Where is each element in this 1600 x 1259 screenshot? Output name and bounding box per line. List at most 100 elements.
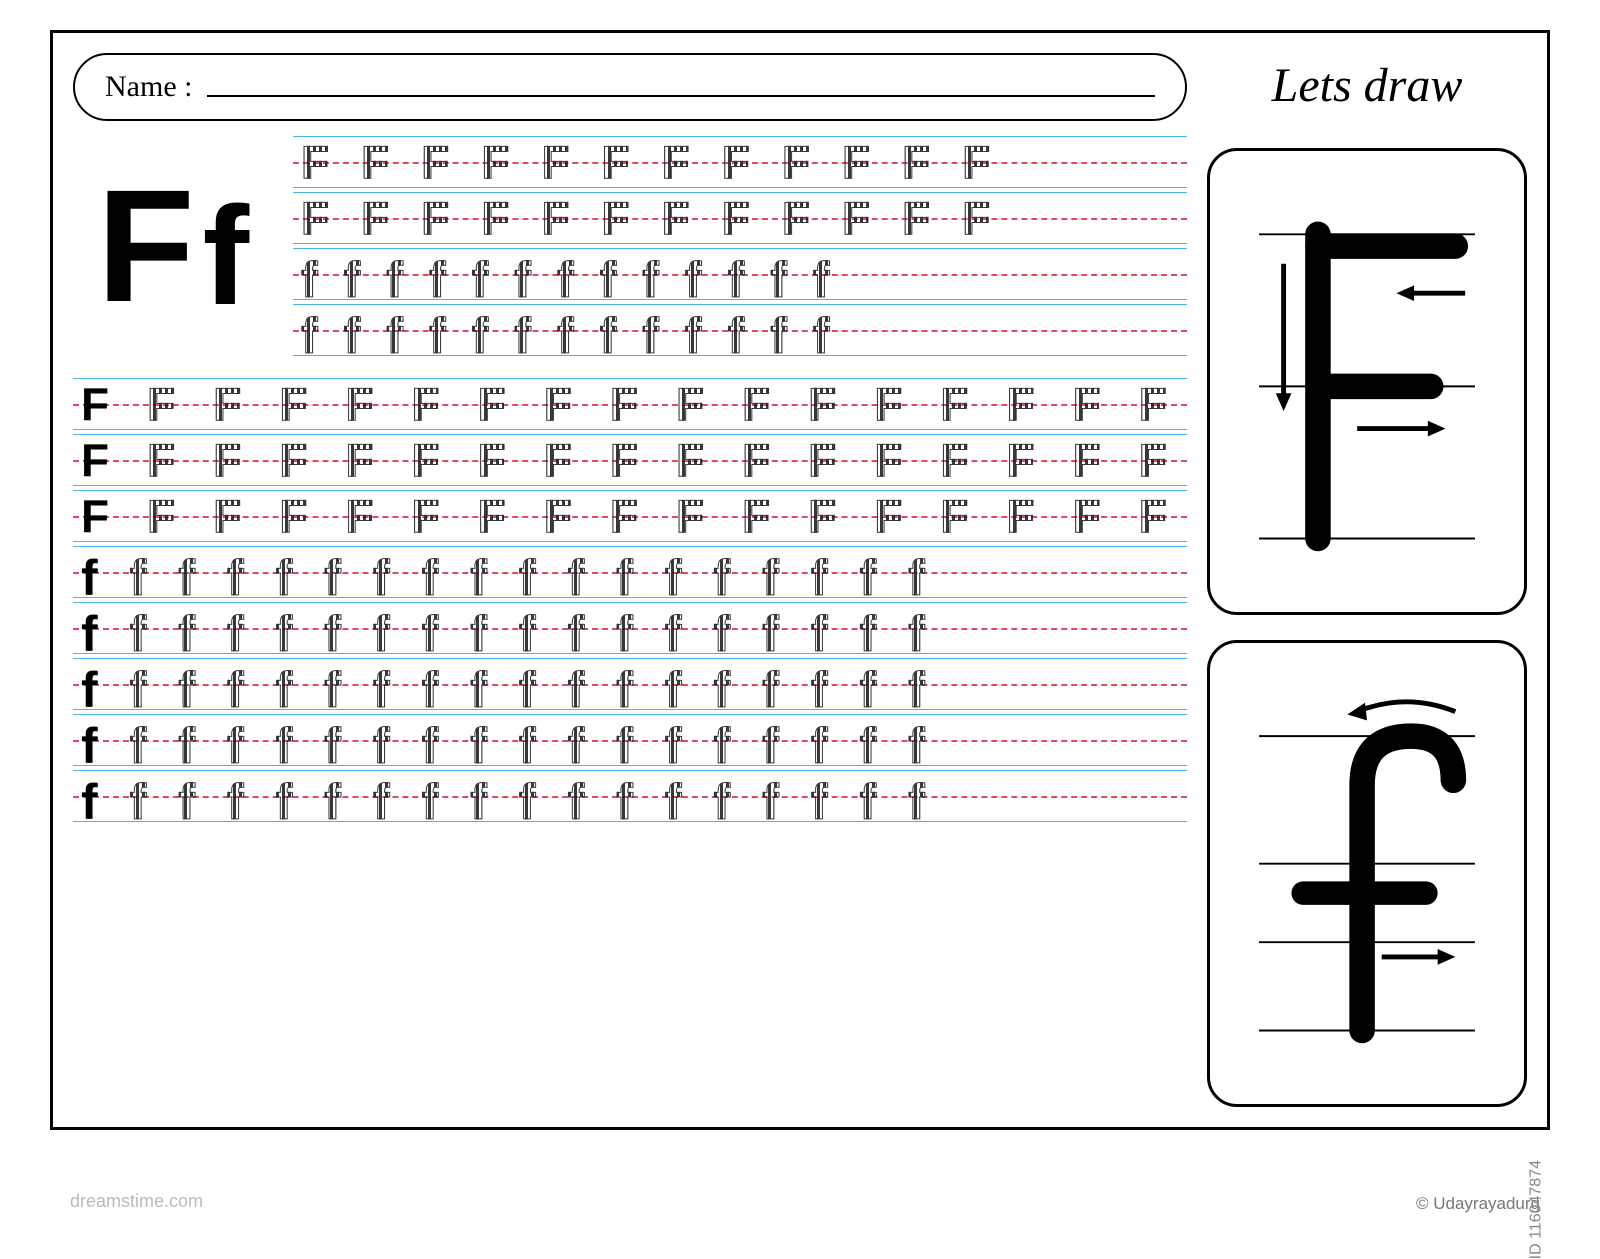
- writing-row[interactable]: ffffffffffffffffff: [73, 770, 1187, 822]
- trace-letter-upper: F: [544, 490, 572, 542]
- trace-letter-lower: f: [81, 776, 98, 822]
- writing-row[interactable]: FFFFFFFFFFFFFFFFF: [73, 378, 1187, 430]
- trace-letter-lower: f: [860, 552, 877, 598]
- writing-row[interactable]: FFFFFFFFFFFFFFFFF: [73, 490, 1187, 542]
- top-practice-lines: FFFFFFFFFFFFFFFFFFFFFFFFffffffffffffffff…: [293, 136, 1187, 360]
- writing-row[interactable]: FFFFFFFFFFFF: [293, 136, 1187, 188]
- trace-letter-lower: f: [568, 720, 585, 766]
- trace-letter-upper: F: [940, 490, 968, 542]
- trace-letter-lower: f: [714, 608, 731, 654]
- trace-letter-upper: F: [213, 378, 241, 430]
- trace-letter-upper: F: [81, 490, 109, 542]
- trace-letter-lower: f: [130, 552, 147, 598]
- trace-letter-lower: f: [519, 720, 536, 766]
- trace-letter-lower: f: [860, 776, 877, 822]
- trace-letter-lower: f: [762, 720, 779, 766]
- trace-letter-lower: f: [301, 310, 318, 356]
- writing-row[interactable]: FFFFFFFFFFFFFFFFF: [73, 434, 1187, 486]
- trace-letter-lower: f: [470, 720, 487, 766]
- trace-letter-upper: F: [1007, 490, 1035, 542]
- trace-letter-lower: f: [811, 608, 828, 654]
- trace-letter-upper: F: [279, 490, 307, 542]
- trace-letter-upper: F: [421, 136, 449, 188]
- trace-letter-lower: f: [813, 310, 830, 356]
- trace-letter-lower: f: [519, 776, 536, 822]
- trace-letter-upper: F: [676, 434, 704, 486]
- name-input-line[interactable]: [207, 95, 1155, 97]
- trace-letter-lower: f: [324, 552, 341, 598]
- trace-letter-lower: f: [470, 776, 487, 822]
- trace-letter-lower: f: [178, 776, 195, 822]
- trace-letter-lower: f: [665, 552, 682, 598]
- writing-row[interactable]: ffffffffffffffffff: [73, 546, 1187, 598]
- trace-letter-lower: f: [472, 310, 489, 356]
- trace-letter-upper: F: [610, 378, 638, 430]
- bottom-practice-lines: FFFFFFFFFFFFFFFFFFFFFFFFFFFFFFFFFFFFFFFF…: [73, 378, 1187, 1107]
- trace-letter-lower: f: [514, 310, 531, 356]
- trace-letter-upper: F: [662, 136, 690, 188]
- trace-letter-lower: f: [908, 608, 925, 654]
- trace-letter-lower: f: [665, 776, 682, 822]
- writing-row[interactable]: ffffffffffffffffff: [73, 602, 1187, 654]
- trace-letter-lower: f: [178, 720, 195, 766]
- trace-letter-lower: f: [908, 720, 925, 766]
- trace-letter-upper: F: [940, 378, 968, 430]
- writing-row[interactable]: ffffffffffffffffff: [73, 658, 1187, 710]
- trace-letter-lower: f: [557, 254, 574, 300]
- trace-letter-lower: f: [429, 310, 446, 356]
- trace-letter-lower: f: [665, 608, 682, 654]
- trace-letter-lower: f: [908, 664, 925, 710]
- trace-letter-upper: F: [1007, 378, 1035, 430]
- trace-letter-lower: f: [373, 776, 390, 822]
- writing-row[interactable]: fffffffffffff: [293, 304, 1187, 356]
- trace-letter-lower: f: [422, 664, 439, 710]
- guide-upper-box: [1207, 148, 1527, 615]
- trace-letter-lower: f: [762, 552, 779, 598]
- trace-letter-upper: F: [874, 378, 902, 430]
- trace-letter-upper: F: [1139, 490, 1167, 542]
- trace-letter-lower: f: [557, 310, 574, 356]
- trace-letter-upper: F: [478, 434, 506, 486]
- writing-row[interactable]: ffffffffffffffffff: [73, 714, 1187, 766]
- trace-letter-upper: F: [361, 136, 389, 188]
- trace-letter-upper: F: [147, 434, 175, 486]
- right-column: Lets draw: [1207, 53, 1527, 1107]
- trace-letter-upper: F: [610, 434, 638, 486]
- trace-letter-lower: f: [130, 664, 147, 710]
- trace-letter-upper: F: [742, 434, 770, 486]
- trace-letter-lower: f: [519, 664, 536, 710]
- trace-letter-lower: f: [770, 310, 787, 356]
- trace-letter-lower: f: [813, 254, 830, 300]
- worksheet-page: Name : F f FFFFFFFFFFFFFFFFFFFFFFFFfffff…: [50, 30, 1550, 1130]
- top-area: F f FFFFFFFFFFFFFFFFFFFFFFFFffffffffffff…: [73, 136, 1187, 360]
- trace-letter-lower: f: [324, 776, 341, 822]
- trace-letter-upper: F: [842, 136, 870, 188]
- example-lower: f: [203, 186, 250, 326]
- trace-letter-upper: F: [1073, 490, 1101, 542]
- example-upper: F: [97, 166, 195, 326]
- trace-letter-upper: F: [902, 136, 930, 188]
- trace-letter-lower: f: [344, 310, 361, 356]
- example-letters: F f: [73, 136, 273, 356]
- trace-letter-upper: F: [782, 192, 810, 244]
- trace-letter-lower: f: [470, 664, 487, 710]
- trace-letter-lower: f: [470, 552, 487, 598]
- trace-letter-upper: F: [345, 378, 373, 430]
- trace-letter-upper: F: [279, 434, 307, 486]
- trace-letter-upper: F: [676, 490, 704, 542]
- trace-letter-lower: f: [568, 552, 585, 598]
- trace-letter-upper: F: [147, 490, 175, 542]
- writing-row[interactable]: FFFFFFFFFFFF: [293, 192, 1187, 244]
- trace-letter-upper: F: [541, 192, 569, 244]
- trace-letter-lower: f: [276, 608, 293, 654]
- trace-letter-upper: F: [481, 136, 509, 188]
- trace-letter-lower: f: [665, 664, 682, 710]
- trace-letter-upper: F: [412, 378, 440, 430]
- trace-letter-lower: f: [811, 720, 828, 766]
- trace-letter-lower: f: [908, 552, 925, 598]
- trace-letter-upper: F: [81, 434, 109, 486]
- trace-letter-upper: F: [610, 490, 638, 542]
- trace-letter-upper: F: [361, 192, 389, 244]
- writing-row[interactable]: fffffffffffff: [293, 248, 1187, 300]
- trace-letter-lower: f: [470, 608, 487, 654]
